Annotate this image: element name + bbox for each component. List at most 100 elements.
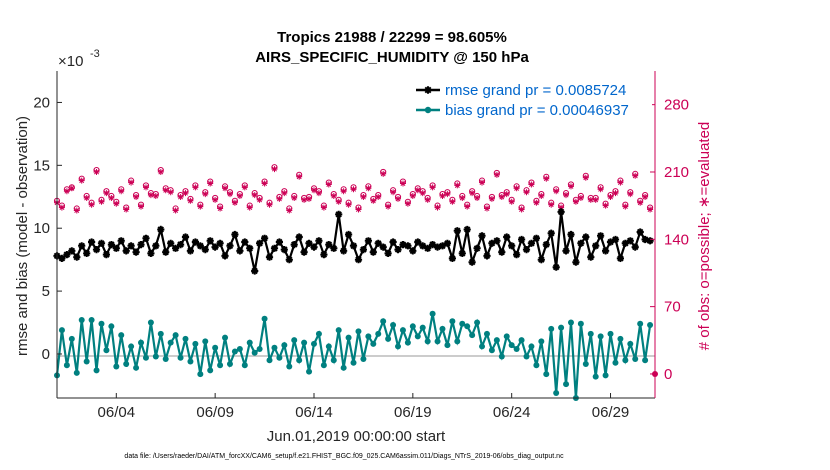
rmse-marker [572,258,580,266]
obs-evaluated-marker [488,195,495,202]
obs-evaluated-marker [271,166,278,173]
bias-marker [439,325,446,332]
legend-rmse-marker [424,86,432,94]
bias-marker [246,339,253,346]
bias-marker [597,333,604,340]
bias-marker [98,320,105,327]
bias-marker [419,324,426,331]
obs-evaluated-marker [251,192,258,199]
bias-marker [563,381,570,388]
y-axis-label: rmse and bias (model - observation) [14,116,31,356]
obs-evaluated-marker [592,196,599,203]
obs-evaluated-marker [133,194,140,200]
bias-marker [113,363,120,370]
rmse-marker [532,234,540,242]
bias-marker [493,337,500,344]
x-axis-label: Jun.01,2019 00:00:00 start [267,428,446,445]
obs-evaluated-marker [385,203,392,210]
bias-marker [409,323,416,330]
obs-evaluated-marker [577,195,584,201]
obs-evaluated-marker [266,201,273,208]
y2-tick-label: 210 [664,164,689,181]
obs-evaluated-marker [172,207,179,214]
rmse-marker [206,237,214,245]
bias-marker [390,322,397,329]
obs-evaluated-marker [558,204,565,211]
bias-marker [256,345,263,352]
obs-evaluated-marker [88,201,95,208]
bias-marker [266,357,273,364]
obs-evaluated-marker [523,189,530,196]
obs-evaluated-marker [414,187,421,194]
bias-marker [533,362,540,369]
obs-evaluated-marker [498,194,505,200]
bias-marker [449,318,456,325]
bias-marker [350,359,357,366]
bias-marker [291,337,298,344]
obs-evaluated-marker [469,190,476,197]
bias-marker [320,362,327,369]
rmse-marker [107,241,115,249]
bias-marker [622,357,629,364]
bias-marker [197,371,204,378]
rmse-marker [631,243,639,251]
obs-evaluated-marker [177,194,184,200]
obs-evaluated-marker [325,181,332,188]
rmse-marker [127,242,135,250]
rmse-marker [191,238,199,246]
obs-evaluated-marker [147,192,154,199]
rmse-marker [58,254,66,262]
obs-evaluated-marker [320,204,327,211]
bias-marker [142,354,149,361]
bias-marker [370,340,377,347]
y-tick-label: 10 [33,220,50,237]
obs-evaluated-marker [217,205,224,212]
rmse-marker [330,244,338,252]
bias-marker [360,356,367,363]
rmse-marker [522,246,531,254]
rmse-marker [73,253,81,261]
rmse-marker [409,247,417,255]
obs-evaluated-marker [602,202,609,209]
rmse-marker [241,238,249,246]
obs-evaluated-marker [439,193,446,199]
bias-marker [222,334,229,341]
rmse-marker [483,252,491,260]
obs-evaluated-marker [78,177,85,184]
rmse-marker [275,238,283,246]
obs-evaluated-marker [400,180,406,187]
rmse-marker [587,253,595,261]
bias-marker [202,338,209,345]
rmse-marker [354,256,363,264]
rmse-marker [211,243,219,251]
rmse-marker [537,256,545,264]
rmse-marker [122,247,130,255]
rmse-marker [261,234,269,242]
rmse-marker [384,249,392,257]
obs-evaluated-marker [276,195,283,202]
obs-evaluated-marker [261,180,268,187]
rmse-marker [236,247,244,255]
footer-file-note: data file: /Users/raeder/DAI/ATM_forcXX/… [124,453,564,460]
bias-marker [152,353,159,360]
rmse-marker [300,248,308,256]
obs-evaluated-marker [543,175,550,182]
obs-evaluated-marker [63,188,70,195]
bias-marker [325,343,332,350]
rmse-marker [142,234,150,242]
obs-evaluated-marker [281,190,288,197]
bias-marker [429,310,436,317]
obs-evaluated-marker [68,185,75,192]
obs-evaluated-marker [296,173,303,180]
bias-marker [375,330,382,337]
y2-tick-label: 70 [664,299,681,316]
obs-evaluated-marker [503,191,510,198]
obs-evaluated-marker [365,185,372,192]
y2-tick-label: 0 [664,366,672,383]
rmse-marker [404,242,412,250]
bias-marker [93,367,100,374]
rmse-marker [448,254,456,262]
obs-evaluated-marker [222,185,228,192]
obs-evaluated-marker [632,172,639,179]
rmse-marker [424,244,432,252]
